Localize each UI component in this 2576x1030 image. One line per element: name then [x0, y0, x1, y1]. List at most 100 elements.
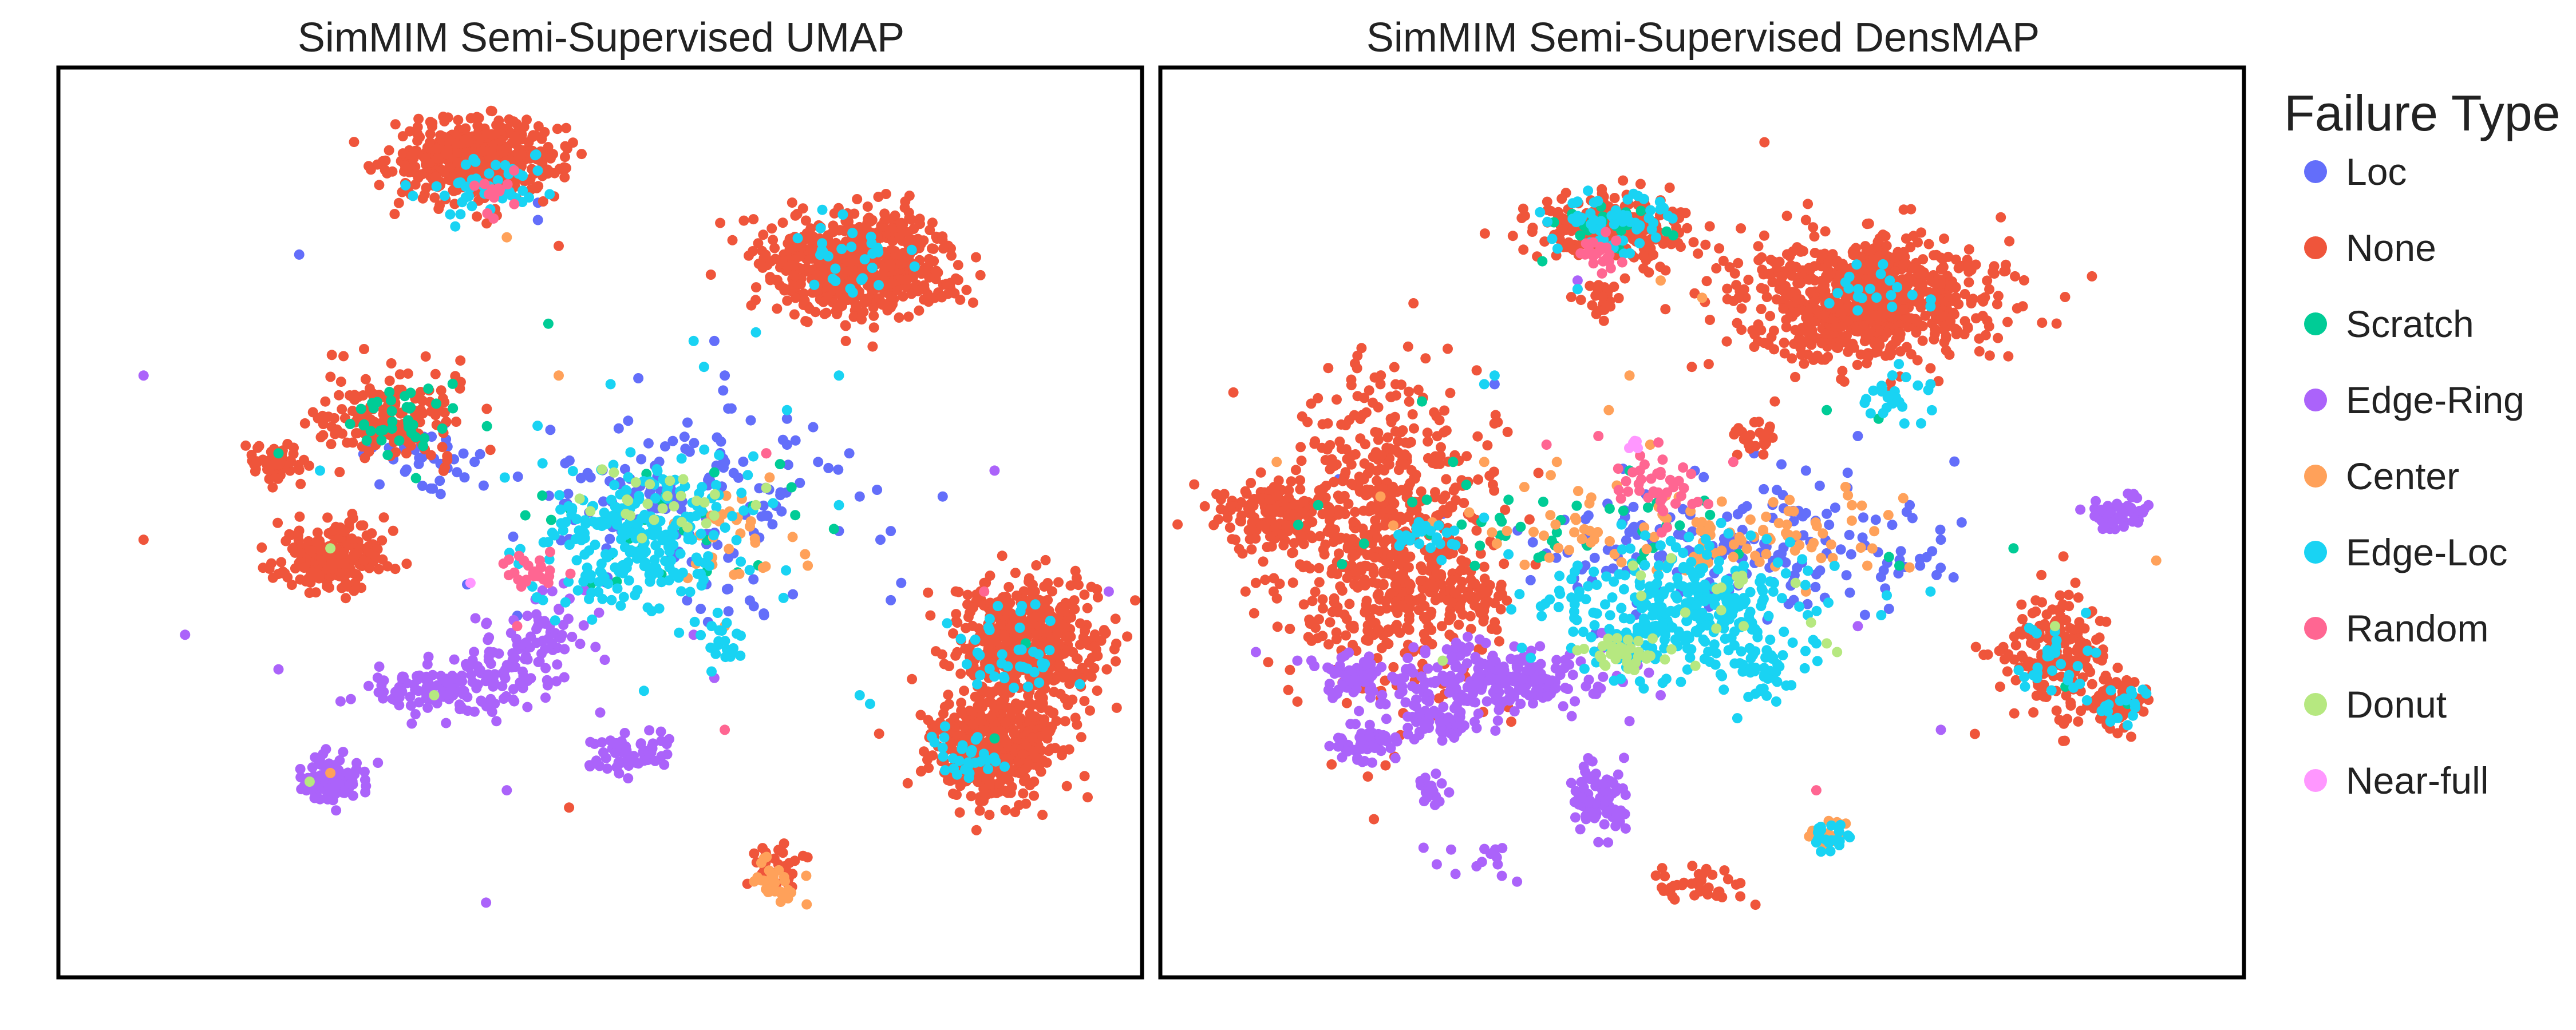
- data-point: [509, 653, 520, 663]
- data-point: [477, 146, 488, 157]
- data-point: [374, 661, 385, 672]
- data-point: [942, 618, 953, 629]
- data-point: [750, 282, 761, 293]
- data-point: [830, 276, 841, 286]
- data-point: [939, 721, 950, 732]
- data-point: [758, 500, 769, 511]
- data-point: [1024, 576, 1034, 587]
- data-point: [384, 375, 395, 386]
- data-point: [331, 424, 342, 435]
- data-point: [963, 772, 974, 783]
- data-point: [789, 309, 800, 320]
- data-point: [625, 447, 636, 458]
- data-point: [303, 460, 314, 471]
- data-point: [1792, 562, 1803, 573]
- data-point: [854, 491, 865, 502]
- data-point: [388, 525, 398, 536]
- data-point: [533, 656, 544, 667]
- data-point: [400, 160, 410, 171]
- data-point: [948, 628, 958, 639]
- data-point: [709, 489, 720, 500]
- data-point: [832, 255, 843, 266]
- data-point: [240, 440, 251, 451]
- data-point: [744, 565, 755, 576]
- data-point: [1003, 581, 1014, 592]
- data-point: [781, 413, 792, 424]
- data-point: [453, 114, 464, 125]
- data-point: [1842, 468, 1853, 478]
- data-point: [390, 564, 401, 575]
- data-point: [688, 335, 699, 346]
- data-point: [815, 223, 826, 233]
- data-point: [633, 373, 644, 383]
- data-point: [373, 564, 384, 575]
- data-point: [2060, 292, 2071, 302]
- data-point: [575, 473, 586, 484]
- data-point: [786, 482, 797, 493]
- data-point: [1765, 311, 1776, 322]
- data-point: [276, 557, 287, 568]
- data-point: [800, 215, 811, 226]
- data-point: [1963, 266, 1974, 277]
- data-point: [1776, 271, 1787, 282]
- data-point: [1756, 283, 1767, 294]
- data-point: [431, 181, 442, 192]
- data-point: [481, 128, 492, 139]
- data-point: [421, 682, 432, 693]
- data-point: [623, 415, 634, 426]
- data-point: [929, 256, 939, 267]
- data-point: [498, 558, 509, 569]
- data-point: [1759, 484, 1769, 494]
- data-point: [703, 551, 714, 562]
- data-point: [508, 694, 519, 705]
- data-point: [374, 479, 385, 490]
- data-point: [875, 534, 886, 545]
- data-point: [485, 694, 496, 704]
- data-point: [1016, 700, 1026, 711]
- data-point: [436, 385, 447, 396]
- data-point: [652, 466, 663, 476]
- data-point: [819, 308, 830, 319]
- data-point: [452, 467, 463, 478]
- data-point: [896, 577, 907, 588]
- data-point: [945, 278, 956, 288]
- data-point: [1000, 805, 1011, 815]
- data-point: [1907, 263, 1918, 274]
- data-point: [815, 249, 825, 260]
- data-point: [781, 565, 792, 576]
- data-point: [999, 786, 1010, 797]
- data-point: [1061, 781, 1072, 791]
- data-point: [1820, 328, 1831, 339]
- data-point: [1040, 554, 1051, 565]
- data-point: [1781, 322, 1792, 332]
- data-point: [956, 708, 967, 719]
- data-point: [709, 335, 720, 346]
- data-point: [761, 482, 772, 493]
- data-point: [429, 192, 440, 203]
- data-point: [947, 789, 958, 799]
- data-point: [329, 413, 340, 423]
- data-point: [430, 369, 441, 379]
- data-point: [402, 368, 413, 379]
- data-point: [470, 613, 481, 624]
- data-point: [813, 457, 824, 468]
- data-point: [567, 137, 578, 148]
- data-point: [943, 661, 954, 672]
- data-point: [676, 453, 687, 464]
- data-point: [425, 129, 436, 140]
- data-point: [431, 398, 441, 409]
- data-point: [450, 221, 461, 232]
- data-point: [818, 296, 829, 307]
- data-point: [868, 310, 879, 321]
- data-point: [508, 116, 519, 127]
- data-point: [621, 509, 631, 520]
- data-point: [373, 687, 384, 698]
- data-point: [723, 606, 734, 617]
- data-point: [685, 587, 696, 597]
- data-point: [767, 519, 778, 530]
- data-point: [659, 441, 670, 452]
- data-point: [712, 540, 723, 550]
- data-point: [1743, 275, 1754, 286]
- data-point: [522, 611, 533, 621]
